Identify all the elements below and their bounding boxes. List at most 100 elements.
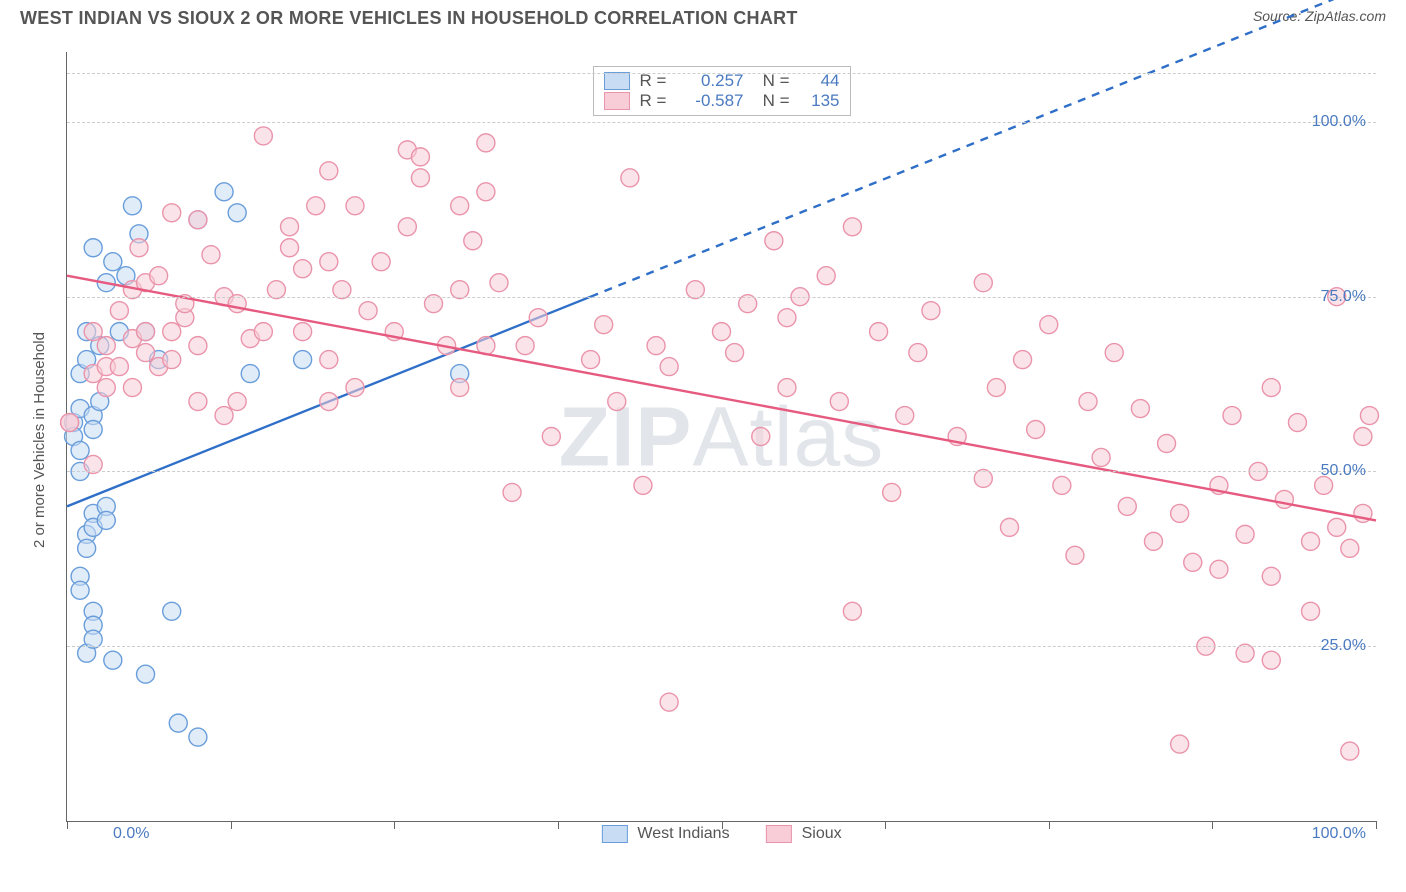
scatter-point	[1262, 651, 1280, 669]
scatter-point	[123, 379, 141, 397]
scatter-point	[726, 344, 744, 362]
legend-series-name: Sioux	[802, 825, 842, 843]
trend-line	[67, 276, 1376, 521]
scatter-point	[1302, 602, 1320, 620]
legend-series-name: West Indians	[637, 825, 729, 843]
scatter-point	[660, 693, 678, 711]
scatter-point	[307, 197, 325, 215]
scatter-point	[84, 239, 102, 257]
scatter-point	[320, 351, 338, 369]
scatter-point	[97, 379, 115, 397]
scatter-point	[870, 323, 888, 341]
scatter-point	[215, 183, 233, 201]
scatter-point	[542, 428, 560, 446]
scatter-point	[922, 302, 940, 320]
scatter-point	[189, 337, 207, 355]
gridline	[67, 471, 1376, 472]
scatter-point	[137, 323, 155, 341]
scatter-point	[987, 379, 1005, 397]
y-tick-label: 25.0%	[1321, 637, 1366, 655]
x-tick	[231, 821, 232, 829]
gridline	[67, 73, 1376, 74]
scatter-point	[451, 379, 469, 397]
scatter-point	[1288, 414, 1306, 432]
scatter-point	[228, 204, 246, 222]
scatter-point	[503, 483, 521, 501]
scatter-point	[123, 197, 141, 215]
scatter-point	[451, 197, 469, 215]
scatter-point	[398, 218, 416, 236]
scatter-point	[582, 351, 600, 369]
y-tick-label: 75.0%	[1321, 288, 1366, 306]
scatter-point	[1262, 379, 1280, 397]
scatter-point	[294, 323, 312, 341]
scatter-point	[169, 714, 187, 732]
y-tick-label: 50.0%	[1321, 462, 1366, 480]
x-tick	[1212, 821, 1213, 829]
scatter-point	[84, 421, 102, 439]
scatter-point	[595, 316, 613, 334]
scatter-point	[71, 581, 89, 599]
gridline	[67, 297, 1376, 298]
scatter-point	[713, 323, 731, 341]
scatter-point	[1360, 407, 1378, 425]
scatter-point	[254, 127, 272, 145]
scatter-point	[1014, 351, 1032, 369]
scatter-point	[1105, 344, 1123, 362]
scatter-point	[1184, 553, 1202, 571]
scatter-point	[104, 651, 122, 669]
y-axis-label: 2 or more Vehicles in Household	[31, 332, 48, 548]
scatter-point	[372, 253, 390, 271]
x-tick	[1376, 821, 1377, 829]
y-tick-label: 100.0%	[1312, 113, 1366, 131]
scatter-point	[61, 414, 79, 432]
scatter-point	[1341, 742, 1359, 760]
scatter-point	[843, 602, 861, 620]
scatter-point	[490, 274, 508, 292]
scatter-point	[1236, 525, 1254, 543]
scatter-point	[71, 441, 89, 459]
scatter-point	[1131, 400, 1149, 418]
scatter-point	[137, 344, 155, 362]
scatter-point	[215, 407, 233, 425]
source-label: Source: ZipAtlas.com	[1253, 8, 1386, 24]
scatter-point	[1079, 393, 1097, 411]
scatter-point	[294, 260, 312, 278]
x-tick-max: 100.0%	[1312, 825, 1366, 843]
x-tick	[1049, 821, 1050, 829]
scatter-point	[346, 197, 364, 215]
scatter-point	[346, 379, 364, 397]
scatter-point	[241, 365, 259, 383]
legend-item: Sioux	[766, 825, 842, 843]
scatter-point	[189, 211, 207, 229]
scatter-point	[752, 428, 770, 446]
scatter-point	[529, 309, 547, 327]
chart-title: WEST INDIAN VS SIOUX 2 OR MORE VEHICLES …	[20, 8, 798, 29]
scatter-point	[104, 253, 122, 271]
scatter-point	[974, 274, 992, 292]
plot-wrap: 2 or more Vehicles in Household ZIPAtlas…	[20, 40, 1386, 840]
scatter-point	[778, 309, 796, 327]
scatter-point	[1158, 434, 1176, 452]
x-tick	[885, 821, 886, 829]
scatter-point	[830, 393, 848, 411]
legend-swatch	[766, 825, 792, 843]
scatter-point	[647, 337, 665, 355]
scatter-point	[778, 379, 796, 397]
scatter-point	[843, 218, 861, 236]
scatter-point	[163, 204, 181, 222]
scatter-point	[163, 351, 181, 369]
scatter-point	[1171, 504, 1189, 522]
scatter-point	[621, 169, 639, 187]
scatter-point	[1040, 316, 1058, 334]
scatter-point	[1171, 735, 1189, 753]
scatter-point	[320, 393, 338, 411]
scatter-point	[254, 323, 272, 341]
scatter-point	[110, 302, 128, 320]
scatter-point	[359, 302, 377, 320]
scatter-point	[1210, 560, 1228, 578]
trend-line-dashed	[591, 0, 1376, 297]
gridline	[67, 646, 1376, 647]
scatter-point	[130, 239, 148, 257]
x-tick	[67, 821, 68, 829]
